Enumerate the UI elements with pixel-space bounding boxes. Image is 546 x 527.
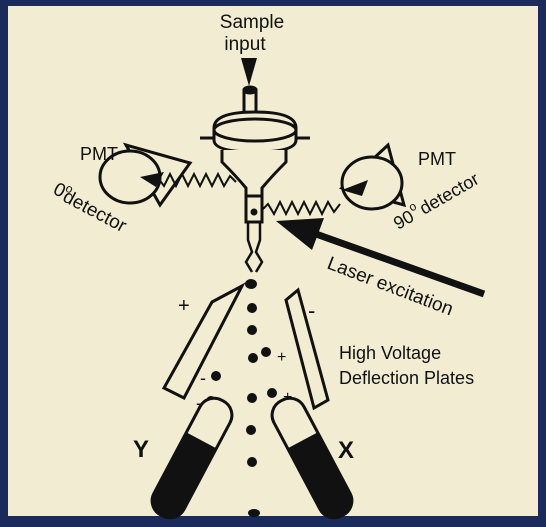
deflection-plate-positive	[161, 282, 246, 401]
sample-label-line2: input	[224, 34, 266, 55]
drop-charge-minus-1: -	[200, 368, 206, 388]
tube-y-label: Y	[133, 436, 149, 463]
slide-background	[8, 6, 538, 516]
pmt-left-label: PMT	[80, 144, 118, 164]
drop-deflected-left-1	[211, 371, 221, 381]
sample-label-line1: Sample	[220, 12, 284, 33]
scatter-wave-right	[261, 199, 341, 217]
drop-deflected-right-1	[261, 347, 271, 357]
deflection-plate-negative	[284, 287, 330, 411]
flow-chamber	[200, 85, 310, 273]
pmt-right-arrow-icon	[342, 180, 368, 196]
pmt-right-label: PMT	[418, 149, 456, 169]
collection-tube-x	[266, 392, 358, 524]
plate-positive-label: +	[178, 295, 190, 317]
plates-label-line2: Deflection Plates	[339, 368, 474, 388]
laser-beam	[314, 230, 486, 298]
drop-deflected-right-2	[267, 388, 277, 398]
collection-tube-y	[146, 392, 238, 524]
drop-charge-plus-1: +	[277, 349, 286, 366]
laser-arrow-icon	[276, 218, 324, 250]
scatter-wave-left	[157, 171, 237, 189]
sample-input-arrow-icon	[241, 58, 257, 86]
pmt-left-arrow-icon	[140, 172, 164, 187]
drop-charge-minus-2: -	[196, 393, 202, 413]
plate-negative-label: -	[308, 298, 315, 323]
tube-x-label: X	[338, 437, 354, 464]
plates-label-line1: High Voltage	[339, 343, 441, 363]
